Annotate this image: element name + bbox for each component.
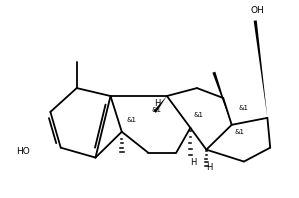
- Text: &1: &1: [193, 112, 203, 118]
- Text: &1: &1: [151, 107, 161, 113]
- Polygon shape: [153, 96, 167, 113]
- Text: &1: &1: [234, 129, 245, 135]
- Text: H: H: [206, 163, 212, 172]
- Text: &1: &1: [126, 117, 136, 123]
- Text: H: H: [190, 158, 196, 167]
- Text: HO: HO: [16, 147, 30, 156]
- Text: &1: &1: [238, 105, 248, 111]
- Text: OH: OH: [250, 6, 264, 15]
- Polygon shape: [254, 20, 267, 118]
- Text: H: H: [154, 99, 161, 109]
- Polygon shape: [212, 72, 232, 125]
